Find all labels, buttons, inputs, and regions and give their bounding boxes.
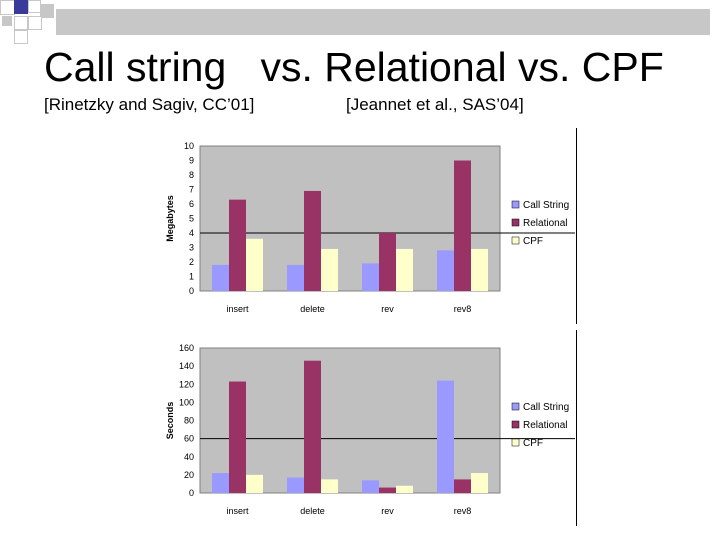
bar-call-string bbox=[362, 480, 379, 493]
decor-square bbox=[14, 0, 28, 14]
category-label: delete bbox=[300, 506, 325, 516]
y-tick-label: 10 bbox=[184, 141, 194, 151]
legend-label: Relational bbox=[523, 420, 567, 431]
bar-cpf bbox=[396, 248, 413, 291]
bar-call-string bbox=[212, 473, 229, 493]
bar-call-string bbox=[287, 477, 304, 493]
divider-line bbox=[576, 128, 577, 324]
bar-relational bbox=[304, 360, 321, 493]
bar-cpf bbox=[471, 473, 488, 493]
bar-relational bbox=[379, 487, 396, 493]
decor-square bbox=[14, 16, 28, 30]
y-tick-label: 8 bbox=[189, 170, 194, 180]
y-tick-label: 9 bbox=[189, 156, 194, 166]
bar-cpf bbox=[396, 485, 413, 493]
y-tick-label: 40 bbox=[184, 452, 194, 462]
y-axis-label: Seconds bbox=[165, 402, 175, 440]
y-tick-label: 7 bbox=[189, 185, 194, 195]
bar-cpf bbox=[321, 479, 338, 493]
legend-label: Call String bbox=[523, 402, 569, 413]
legend-label: CPF bbox=[523, 438, 543, 449]
decor-square bbox=[40, 4, 54, 18]
decor-square bbox=[14, 30, 28, 44]
bar-relational bbox=[229, 199, 246, 291]
y-tick-label: 80 bbox=[184, 416, 194, 426]
divider-line bbox=[576, 330, 577, 526]
y-tick-label: 100 bbox=[179, 397, 194, 407]
y-tick-label: 120 bbox=[179, 379, 194, 389]
y-tick-label: 4 bbox=[189, 228, 194, 238]
bar-call-string bbox=[212, 264, 229, 291]
bar-call-string bbox=[437, 250, 454, 291]
bar-call-string bbox=[437, 380, 454, 493]
legend-swatch bbox=[511, 438, 520, 447]
legend-swatch bbox=[511, 236, 520, 245]
category-label: insert bbox=[226, 506, 249, 516]
legend-label: Call String bbox=[523, 200, 569, 211]
bar-cpf bbox=[471, 248, 488, 291]
category-label: rev8 bbox=[454, 506, 472, 516]
header-band bbox=[56, 9, 710, 35]
bar-cpf bbox=[321, 248, 338, 291]
bar-relational bbox=[454, 479, 471, 493]
citation-left: [Rinetzky and Sagiv, CC’01] bbox=[44, 95, 255, 114]
bar-relational bbox=[229, 381, 246, 493]
decor-square bbox=[2, 16, 12, 26]
legend-label: CPF bbox=[523, 236, 543, 247]
y-tick-label: 6 bbox=[189, 199, 194, 209]
category-label: rev bbox=[381, 304, 394, 314]
y-tick-label: 3 bbox=[189, 243, 194, 253]
y-tick-label: 20 bbox=[184, 470, 194, 480]
y-tick-label: 140 bbox=[179, 361, 194, 371]
y-tick-label: 5 bbox=[189, 214, 194, 224]
decor-square bbox=[28, 16, 42, 30]
y-tick-label: 2 bbox=[189, 257, 194, 267]
category-label: insert bbox=[226, 304, 249, 314]
category-label: rev8 bbox=[454, 304, 472, 314]
time-chart: 0 20 40 60 80 100 120 140 160 Seconds insert delete… bbox=[165, 343, 575, 516]
bar-relational bbox=[379, 233, 396, 291]
category-label: delete bbox=[300, 304, 325, 314]
legend-swatch bbox=[511, 402, 520, 411]
y-tick-label: 0 bbox=[189, 286, 194, 296]
legend-swatch bbox=[511, 420, 520, 429]
bar-cpf bbox=[246, 474, 263, 493]
bar-relational bbox=[304, 190, 321, 291]
memory-chart: 0 1 2 3 4 5 6 7 8 9 10 Megabytes insert delete rev rev8… bbox=[165, 141, 575, 314]
bar-call-string bbox=[287, 264, 304, 291]
citation-right: [Jeannet et al., SAS’04] bbox=[346, 95, 524, 114]
category-label: rev bbox=[381, 506, 394, 516]
y-tick-label: 0 bbox=[189, 488, 194, 498]
decor-square bbox=[0, 0, 15, 15]
slide-title: Call string vs. Relational vs. CPF bbox=[44, 44, 664, 90]
bar-relational bbox=[454, 160, 471, 291]
y-tick-label: 60 bbox=[184, 434, 194, 444]
y-tick-label: 1 bbox=[189, 272, 194, 282]
bar-cpf bbox=[246, 238, 263, 291]
legend-swatch bbox=[511, 200, 520, 209]
y-tick-label: 160 bbox=[179, 343, 194, 353]
y-axis-label: Megabytes bbox=[165, 195, 175, 242]
legend-swatch bbox=[511, 218, 520, 227]
bar-call-string bbox=[362, 263, 379, 291]
legend-label: Relational bbox=[523, 218, 567, 229]
